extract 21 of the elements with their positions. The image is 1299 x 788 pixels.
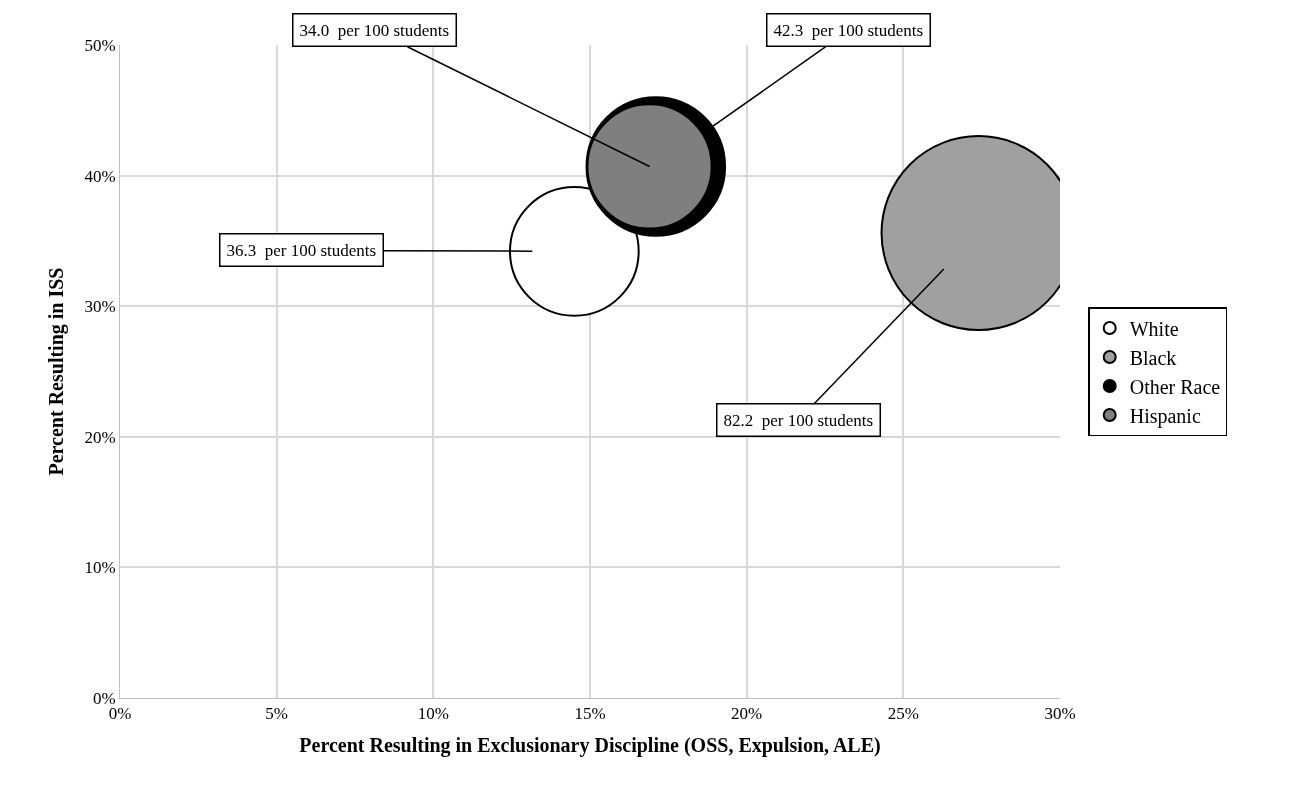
y-axis-title: Percent Resulting in ISS [44,267,68,476]
y-tick-label: 10% [84,558,116,578]
annotation: 36.3 per 100 students [226,240,377,260]
y-tick-label: 30% [84,297,116,317]
legend-label: White [1129,317,1179,340]
y-tick-label: 20% [84,427,116,447]
x-tick-label: 5% [265,704,289,724]
x-tick-label: 30% [1044,704,1076,724]
legend-label: Hispanic [1129,404,1201,428]
annotation: 82.2 per 100 students [723,410,874,430]
legend-label: Other Race [1129,375,1221,398]
x-tick-label: 20% [731,704,763,724]
y-tick-label: 50% [84,35,116,55]
x-tick-label: 15% [574,704,606,724]
x-tick-label: 25% [887,704,919,724]
x-axis-title: Percent Resulting in Exclusionary Discipline (OSS, Expulsion, ALE) [299,733,881,757]
annotation: 42.3 per 100 students [773,20,924,40]
annotation: 34.0 per 100 students [299,20,450,40]
x-tick-label: 10% [417,704,449,724]
y-tick-label: 40% [84,166,116,186]
legend-label: Black [1129,346,1177,369]
